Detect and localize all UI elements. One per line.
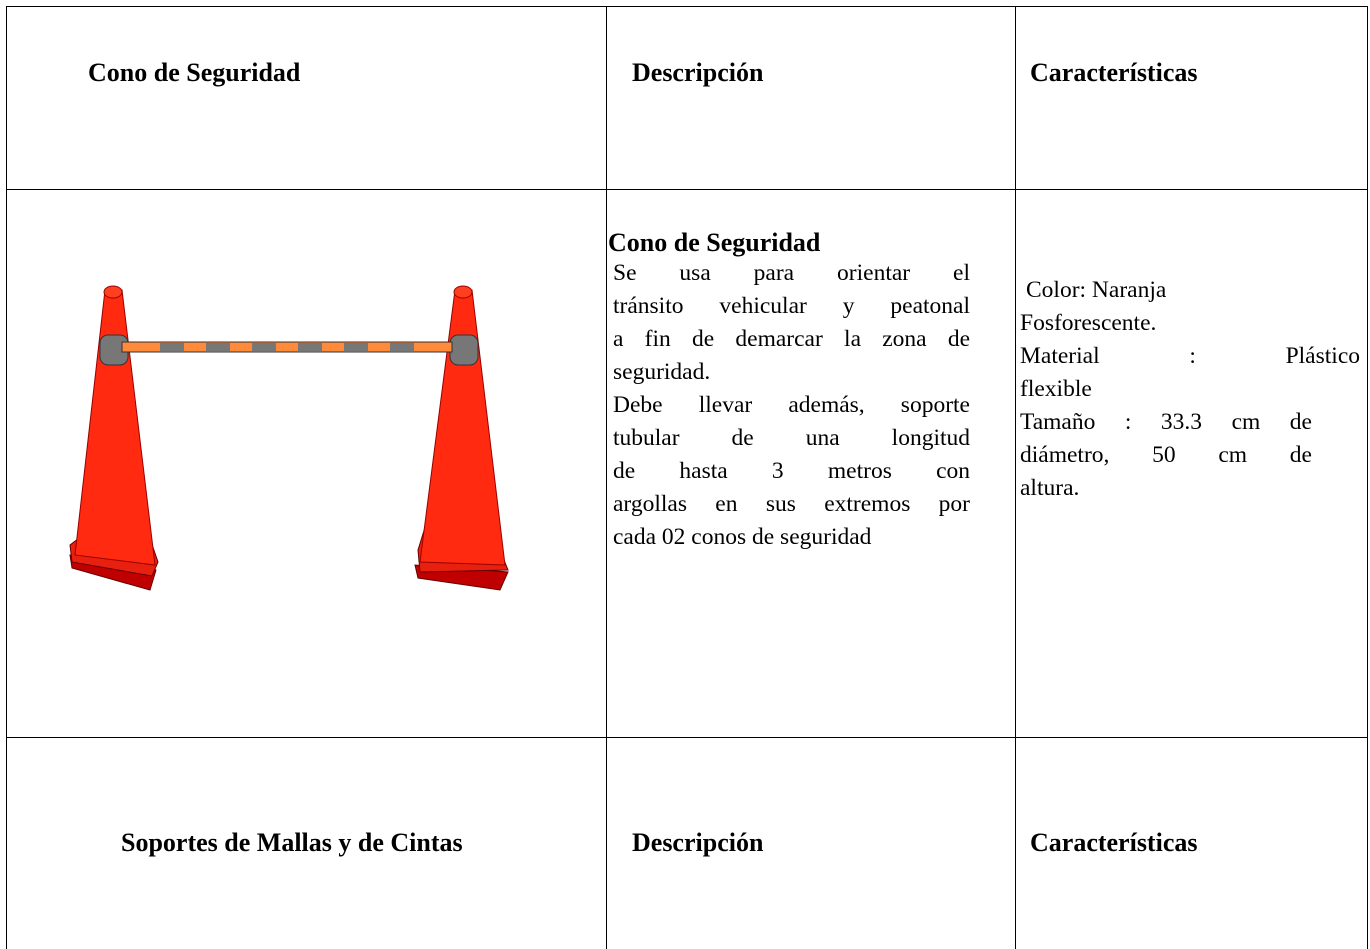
description-line: tubular de una longitud	[613, 425, 970, 451]
description-line: cada 02 conos de seguridad	[613, 524, 872, 550]
header-cell: Cono de Seguridad	[88, 58, 301, 87]
cone-left	[69, 285, 159, 591]
bar	[121, 341, 453, 353]
border	[6, 6, 1368, 7]
description-line: Debe llevar además, soporte	[613, 392, 970, 418]
border	[6, 189, 1368, 190]
feature-line: flexible	[1020, 376, 1092, 402]
feature-line: Tamaño : 33.3 cm de	[1020, 409, 1312, 435]
cone-image	[69, 285, 509, 591]
description-line: argollas en sus extremos por	[613, 491, 970, 517]
description-line: a fin de demarcar la zona de	[613, 326, 970, 352]
feature-line: Fosforescente.	[1020, 310, 1157, 336]
feature-line: Color: Naranja	[1026, 277, 1167, 303]
header-cell: Soportes de Mallas y de Cintas	[121, 828, 463, 857]
border	[1015, 6, 1016, 949]
description-line: Se usa para orientar el	[613, 260, 970, 286]
border	[6, 6, 7, 949]
header-cell: Características	[1030, 58, 1198, 87]
feature-line: diámetro, 50 cm de	[1020, 442, 1312, 468]
border	[1367, 6, 1368, 949]
description-line: tránsito vehicular y peatonal	[613, 293, 970, 319]
header-cell: Descripción	[632, 58, 764, 87]
feature-line: altura.	[1020, 475, 1080, 501]
description-title: Cono de Seguridad	[608, 228, 821, 257]
cone-right	[414, 285, 509, 591]
border	[606, 6, 607, 949]
description-line: seguridad.	[613, 359, 711, 385]
header-cell: Descripción	[632, 828, 764, 857]
border	[6, 737, 1368, 738]
feature-line: Material : Plástico	[1020, 343, 1360, 369]
description-line: de hasta 3 metros con	[613, 458, 970, 484]
header-cell: Características	[1030, 828, 1198, 857]
